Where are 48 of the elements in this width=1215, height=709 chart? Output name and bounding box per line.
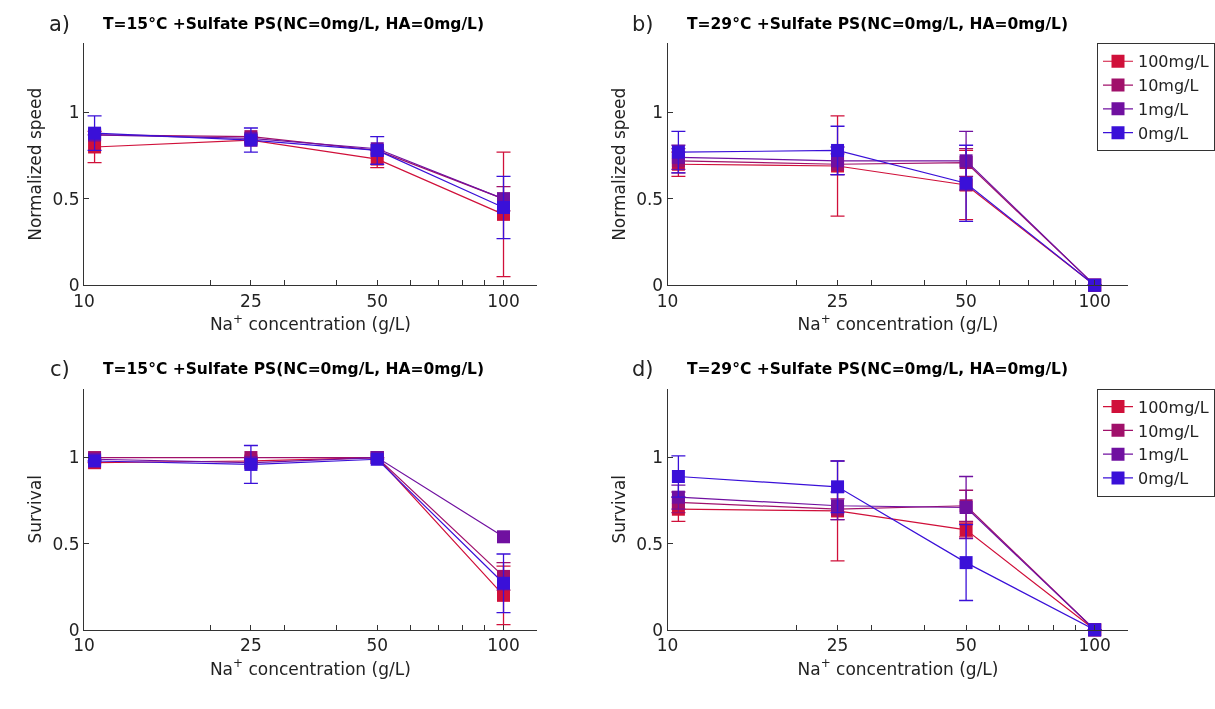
- y-axis-title: Normalized speed: [25, 87, 46, 241]
- x-tick-label: 100: [487, 290, 520, 311]
- legend-label: 0mg/L: [1138, 469, 1189, 489]
- x-tick-label: 25: [826, 290, 849, 311]
- x-axis-title: Na$^{+}$ concentration (g/L): [797, 656, 999, 679]
- y-tick-label: 0.5: [52, 188, 80, 209]
- x-axis-title: Na$^{+}$ concentration (g/L): [797, 311, 999, 334]
- x-tick-label: 25: [240, 290, 262, 311]
- x-tick-label: 10: [656, 290, 679, 311]
- legend-label: 1mg/L: [1138, 100, 1189, 120]
- chart-title: T=15°C +Sulfate PS(NC=0mg/L, HA=0mg/L): [103, 15, 485, 33]
- y-tick-label: 1: [68, 447, 80, 468]
- y-tick-label: 0.5: [636, 533, 664, 554]
- y-tick-label: 1: [652, 102, 664, 123]
- x-tick-label: 100: [1078, 290, 1111, 311]
- x-tick-label: 25: [240, 635, 262, 656]
- x-tick-label: 50: [366, 290, 389, 311]
- x-tick-label: 100: [1078, 635, 1111, 656]
- chart-title: T=15°C +Sulfate PS(NC=0mg/L, HA=0mg/L): [103, 360, 485, 378]
- legend-label: 1mg/L: [1138, 445, 1189, 465]
- x-tick-label: 100: [487, 635, 520, 656]
- y-tick-label: 1: [652, 447, 664, 468]
- y-axis-title: Survival: [25, 474, 46, 544]
- y-tick-label: 0.5: [52, 533, 80, 554]
- x-tick-label: 10: [73, 635, 95, 656]
- x-tick-label: 50: [955, 635, 977, 656]
- x-tick-label: 10: [73, 290, 95, 311]
- y-axis-title: Survival: [608, 474, 629, 544]
- x-axis-title: Na$^{+}$ concentration (g/L): [209, 311, 411, 334]
- x-tick-label: 50: [366, 635, 389, 656]
- x-tick-label: 25: [826, 635, 849, 656]
- text: b): [632, 12, 654, 36]
- chart-title: T=29°C +Sulfate PS(NC=0mg/L, HA=0mg/L): [687, 15, 1069, 33]
- chart-title: T=29°C +Sulfate PS(NC=0mg/L, HA=0mg/L): [687, 360, 1069, 378]
- legend-label: 100mg/L: [1138, 52, 1209, 72]
- legend-label: 10mg/L: [1138, 421, 1199, 441]
- x-axis-title: Na$^{+}$ concentration (g/L): [209, 656, 411, 679]
- y-axis-title: Normalized speed: [608, 87, 629, 241]
- legend-label: 100mg/L: [1138, 397, 1209, 417]
- y-tick-label: 0.5: [636, 188, 664, 209]
- text: a): [49, 12, 71, 36]
- text: c): [50, 357, 70, 381]
- y-tick-label: 1: [68, 102, 80, 123]
- legend-label: 0mg/L: [1138, 123, 1189, 143]
- x-tick-label: 50: [955, 290, 977, 311]
- legend-label: 10mg/L: [1138, 76, 1199, 96]
- text: d): [632, 357, 654, 381]
- x-tick-label: 10: [656, 635, 679, 656]
